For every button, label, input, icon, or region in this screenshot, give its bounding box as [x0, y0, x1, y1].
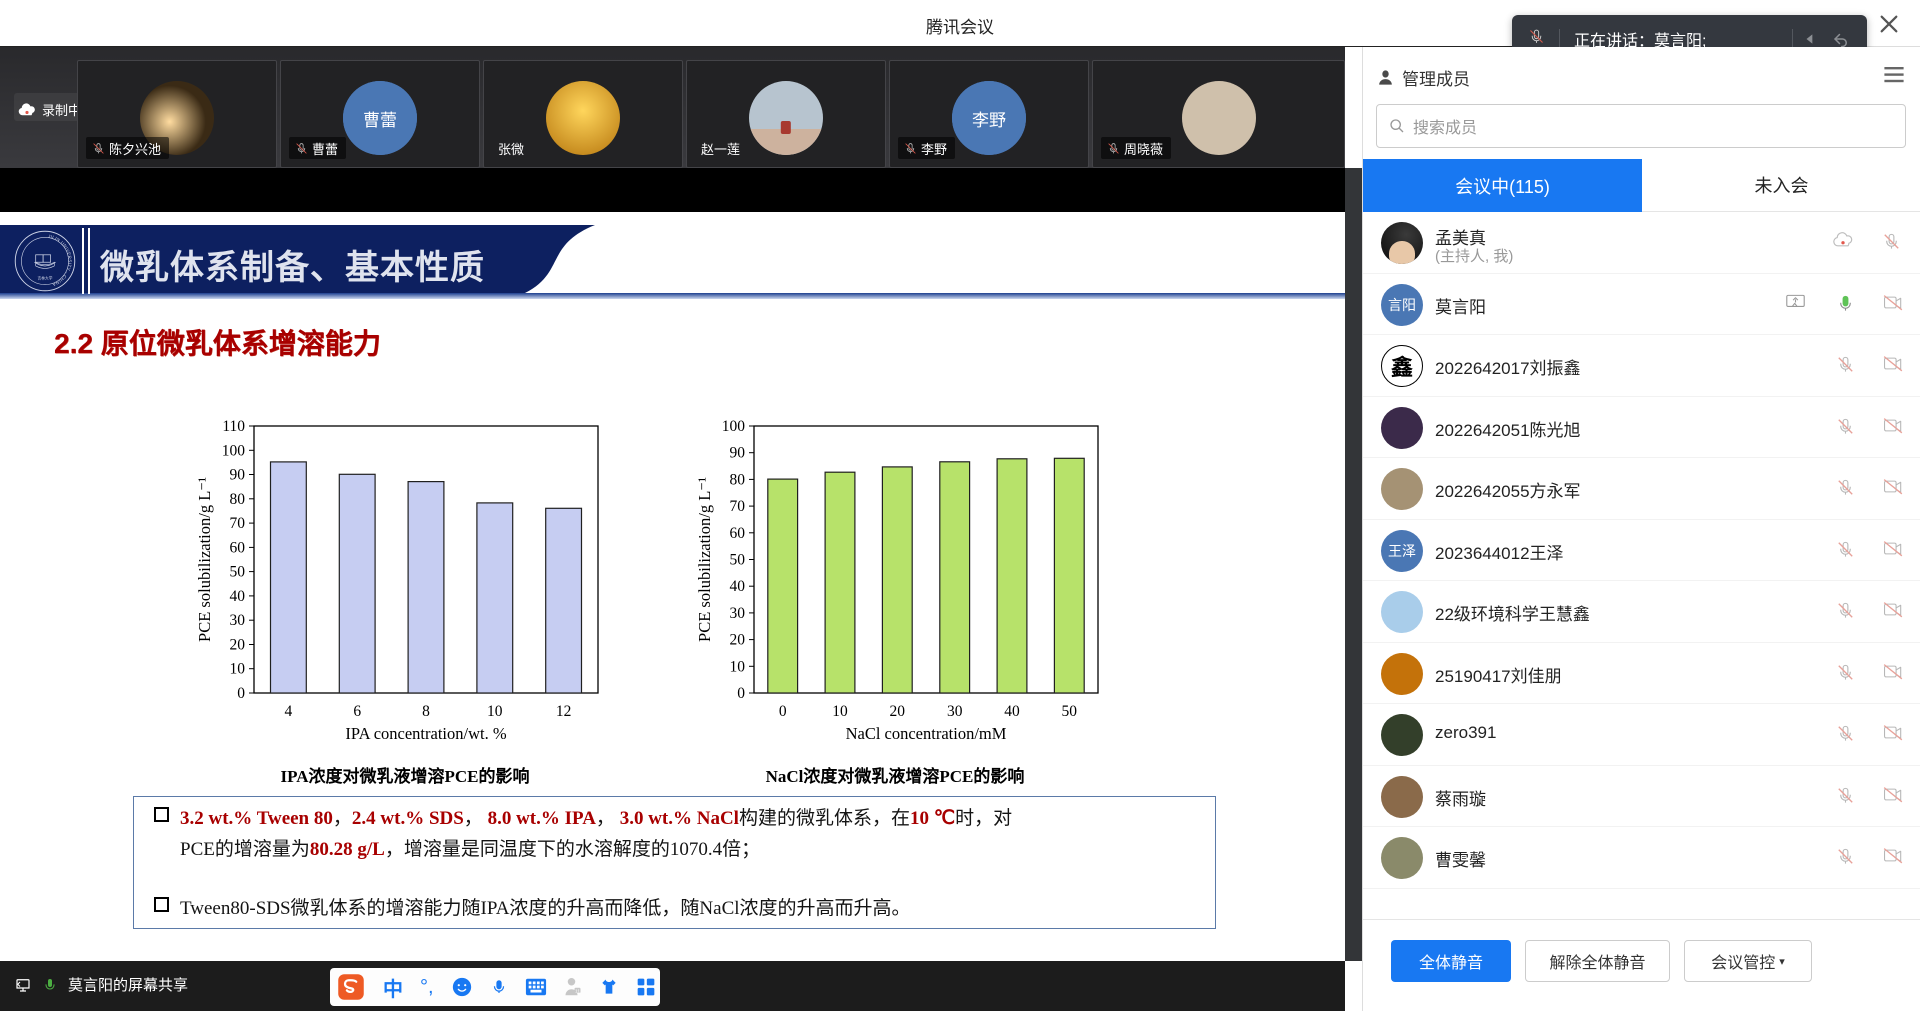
svg-text:PCE solubilization/g L⁻¹: PCE solubilization/g L⁻¹	[195, 477, 214, 642]
svg-text:40: 40	[1004, 703, 1020, 720]
svg-text:PCE solubilization/g L⁻¹: PCE solubilization/g L⁻¹	[695, 477, 714, 642]
svg-text:10: 10	[230, 661, 246, 678]
svg-text:80: 80	[230, 491, 246, 508]
svg-text:90: 90	[730, 445, 746, 462]
svg-text:吉林大学: 吉林大学	[38, 276, 53, 281]
svg-text:0: 0	[737, 685, 745, 702]
svg-text:40: 40	[730, 578, 746, 595]
svg-text:8: 8	[422, 703, 430, 720]
svg-text:110: 110	[222, 418, 245, 435]
svg-text:70: 70	[230, 515, 246, 532]
svg-text:30: 30	[230, 612, 246, 629]
svg-text:90: 90	[230, 467, 246, 484]
svg-text:50: 50	[1062, 703, 1078, 720]
svg-text:10: 10	[730, 658, 746, 675]
svg-text:50: 50	[730, 552, 746, 569]
svg-text:20: 20	[230, 637, 246, 654]
svg-text:100: 100	[722, 418, 746, 435]
svg-text:IPA concentration/wt. %: IPA concentration/wt. %	[345, 724, 506, 743]
svg-text:11: 11	[575, 988, 580, 993]
svg-text:70: 70	[730, 498, 746, 515]
svg-text:60: 60	[730, 525, 746, 542]
svg-text:20: 20	[730, 632, 746, 649]
svg-text:0: 0	[237, 685, 245, 702]
svg-text:10: 10	[487, 703, 503, 720]
svg-text:12: 12	[556, 703, 572, 720]
svg-text:50: 50	[230, 564, 246, 581]
svg-text:60: 60	[230, 539, 246, 556]
svg-text:40: 40	[230, 588, 246, 605]
svg-text:NaCl concentration/mM: NaCl concentration/mM	[846, 724, 1007, 743]
svg-text:20: 20	[890, 703, 906, 720]
svg-text:4: 4	[285, 703, 293, 720]
svg-text:10: 10	[832, 703, 848, 720]
svg-text:100: 100	[222, 442, 246, 459]
svg-text:6: 6	[353, 703, 361, 720]
svg-text:0: 0	[779, 703, 787, 720]
svg-text:30: 30	[947, 703, 963, 720]
svg-text:30: 30	[730, 605, 746, 622]
svg-text:80: 80	[730, 471, 746, 488]
